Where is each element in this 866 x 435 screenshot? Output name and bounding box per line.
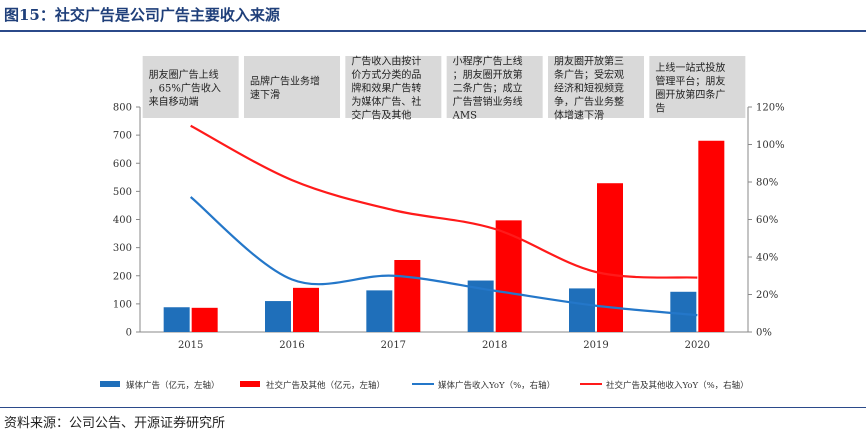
social-ad-bar xyxy=(191,307,218,332)
title-divider xyxy=(0,30,866,32)
media-ad-bar xyxy=(366,290,393,332)
annotation-line: 小程序广告上线 xyxy=(453,54,523,67)
left-tick-label: 400 xyxy=(113,215,132,226)
annotation-line: ，65%广告收入 xyxy=(149,81,221,94)
chart-lines xyxy=(189,124,698,317)
annotation-boxes: 朋友圈广告上线，65%广告收入来自移动端 品牌广告业务增速下滑 广告收入由按计价方式… xyxy=(142,54,746,121)
annotation-line: 告 xyxy=(655,102,665,115)
social-yoy-line xyxy=(190,124,698,279)
annotation-text: 上线一站式投放管理平台；朋友圈开放第四条广告 xyxy=(655,61,725,115)
left-tick-label: 800 xyxy=(113,103,132,114)
chart-legend: 媒体广告（亿元，左轴） 社交广告及其他（亿元，左轴） 媒体广告收入YoY（%，右轴）… xyxy=(100,380,749,391)
source-note: 资料来源：公司公告、开源证券研究所 xyxy=(4,416,226,431)
legend-media-ad-label: 媒体广告（亿元，左轴） xyxy=(126,380,220,391)
legend-social-yoy-label: 社交广告及其他收入YoY（%，右轴） xyxy=(606,380,749,391)
right-tick-label: 80% xyxy=(756,178,778,189)
social-ad-bar xyxy=(293,287,319,332)
annotation-box xyxy=(142,56,239,118)
annotation-line: 圈开放第四条广 xyxy=(655,88,725,101)
social-ad-bar xyxy=(597,183,623,332)
annotation-line: 经济和短视频竞 xyxy=(554,81,624,94)
media-yoy-line xyxy=(189,196,698,317)
annotation-line: 广告营销业务线 xyxy=(453,95,523,108)
right-tick-label: 120% xyxy=(756,103,785,114)
x-tick-label: 2017 xyxy=(381,340,406,351)
annotation-line: 体增速下滑 xyxy=(554,108,604,121)
right-tick-label: 20% xyxy=(756,290,778,301)
x-tick-label: 2019 xyxy=(583,340,608,351)
left-tick-label: 200 xyxy=(113,271,132,282)
right-tick-label: 40% xyxy=(756,253,778,264)
chart-bars xyxy=(163,140,725,332)
media-ad-bar xyxy=(569,288,595,332)
left-tick-label: 300 xyxy=(113,243,132,254)
chart-axes: 0 100 200 300 400 500 600 700 800 0% 20% 40% 60% 80% 1… xyxy=(113,103,785,352)
annotation-line: 为媒体广告、社 xyxy=(351,95,421,108)
annotation-line: 条广告；受宏观 xyxy=(554,68,624,81)
annotation-line: 广告收入由按计 xyxy=(351,54,421,67)
legend-social-ad-label: 社交广告及其他（亿元，左轴） xyxy=(266,380,385,391)
x-tick-label: 2020 xyxy=(685,340,710,351)
annotation-line: 争，广告业务整 xyxy=(554,95,624,108)
media-ad-bar xyxy=(265,301,291,332)
figure-title: 图15：社交广告是公司广告主要收入来源 xyxy=(4,6,280,24)
annotation-text: 朋友圈广告上线，65%广告收入来自移动端 xyxy=(149,68,221,108)
annotation-text: 小程序广告上线；朋友圈开放第二条广告；成立广告营销业务线 AMS xyxy=(452,54,523,121)
left-tick-label: 700 xyxy=(113,131,132,142)
annotation-line: 朋友圈开放第三 xyxy=(554,54,624,67)
annotation-box xyxy=(649,56,746,118)
annotation-box xyxy=(446,56,543,118)
x-tick-label: 2015 xyxy=(178,340,203,351)
annotation-line: 速下滑 xyxy=(250,89,280,101)
left-tick-label: 500 xyxy=(113,187,132,198)
right-tick-label: 0% xyxy=(756,328,772,339)
annotation-line: 价方式分类的品 xyxy=(351,68,421,81)
annotation-line: 来自移动端 xyxy=(149,95,199,108)
right-tick-label: 100% xyxy=(756,140,785,151)
annotation-line: 二条广告；成立 xyxy=(453,81,523,94)
left-tick-label: 600 xyxy=(113,159,132,170)
social-ad-bar xyxy=(698,140,725,332)
annotation-line: 品牌广告业务增 xyxy=(250,75,320,88)
annotation-box xyxy=(345,56,442,118)
annotation-text: 品牌广告业务增速下滑 xyxy=(250,75,320,102)
annotation-line: 朋友圈广告上线 xyxy=(149,68,219,81)
legend-media-ad-swatch xyxy=(100,381,120,387)
annotation-line: 管理平台；朋友 xyxy=(655,75,725,88)
legend-media-yoy-label: 媒体广告收入YoY（%，右轴） xyxy=(438,380,555,391)
annotation-line: AMS xyxy=(452,110,477,121)
annotation-text: 朋友圈开放第三条广告；受宏观经济和短视频竞争，广告业务整体增速下滑 xyxy=(554,54,624,121)
x-tick-label: 2016 xyxy=(279,340,304,351)
annotation-box xyxy=(244,56,340,118)
social-ad-bar xyxy=(394,260,421,332)
source-divider xyxy=(0,407,866,408)
annotation-box xyxy=(548,56,644,118)
annotation-line: 牌和效果广告转 xyxy=(351,81,421,94)
legend-social-ad-swatch xyxy=(240,381,260,387)
media-ad-bar xyxy=(163,307,190,332)
media-ad-bar xyxy=(670,291,697,332)
annotation-text: 广告收入由按计价方式分类的品牌和效果广告转为媒体广告、社交广告及其他 xyxy=(351,54,421,121)
x-tick-label: 2018 xyxy=(482,340,507,351)
annotation-line: ；朋友圈开放第 xyxy=(453,68,523,81)
right-tick-label: 60% xyxy=(756,215,778,226)
annotation-line: 上线一站式投放 xyxy=(655,61,725,74)
annotation-line: 交广告及其他 xyxy=(351,108,411,121)
left-tick-label: 0 xyxy=(126,328,132,339)
left-tick-label: 100 xyxy=(113,299,132,310)
chart: 朋友圈广告上线，65%广告收入来自移动端 品牌广告业务增速下滑 广告收入由按计价方式… xyxy=(100,54,785,391)
